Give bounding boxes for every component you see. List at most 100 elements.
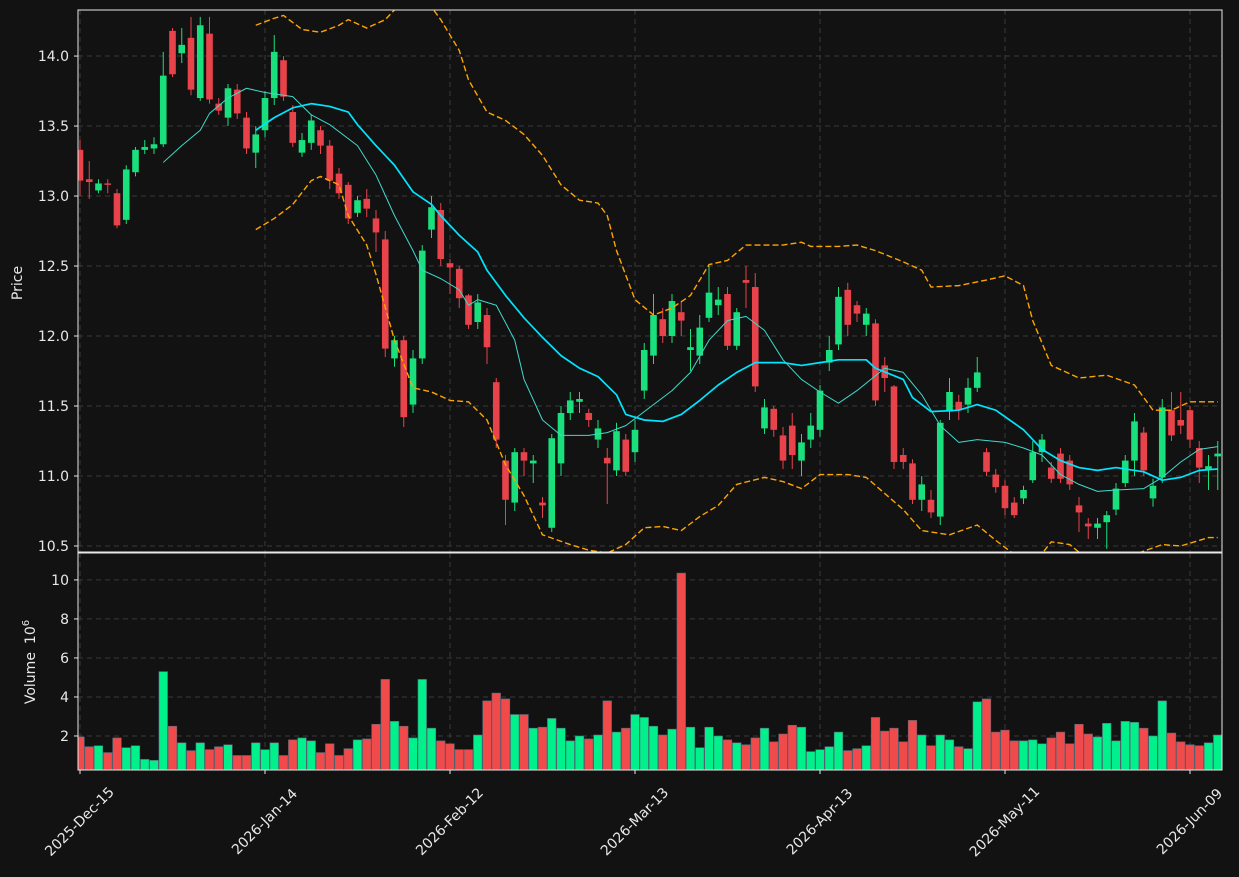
candle-body [122,169,130,220]
candle-body [280,60,287,97]
volume-bar [1037,743,1047,770]
y-tick-label: 14.0 [38,49,69,65]
candle-body [918,484,926,500]
candle-body [631,429,639,453]
candle-body [1066,460,1074,485]
candle-body [751,287,759,387]
volume-bar [907,720,918,770]
volume-bar [269,742,279,770]
candle-body [465,295,472,325]
volume-bar [741,744,751,770]
candle-body [613,431,620,471]
candle-body [1149,485,1157,499]
candle-body [853,305,861,314]
volume-bar [223,744,233,770]
volume-bar [981,698,992,770]
volume-bar [1148,735,1158,770]
price-layer [78,10,1222,552]
volume-bar [1185,744,1195,770]
candle-body [1186,410,1194,440]
volume-bar [547,718,557,770]
candle-body [1121,460,1129,483]
candle-body [409,358,417,405]
volume-bar [334,755,344,770]
volume-layer [78,572,1222,770]
candle-body [446,263,454,268]
volume-bar [1176,741,1186,770]
line-series [162,87,1218,492]
volume-bar [1120,721,1130,770]
volume-bar [1000,729,1010,770]
candle-body [261,98,269,131]
candle-body [714,299,722,306]
y-tick-label: 10.5 [38,539,69,555]
volume-bar [593,734,603,770]
candle-body [335,173,343,194]
volume-bar [787,724,797,770]
volume-bar [537,726,548,770]
candle-body [150,144,158,149]
candle-body [955,401,963,411]
volume-bar [833,731,844,770]
volume-bar [713,735,723,770]
volume-bar [667,728,677,770]
volume-bar [1129,722,1140,770]
volume-bar [611,731,622,770]
candle-body [95,183,102,191]
candle-body [418,250,426,359]
volume-bar [630,714,640,770]
candle-body [566,400,574,414]
candle-body [1140,432,1148,471]
y-tick-label: 6 [60,651,69,667]
volume-bar [1194,745,1204,770]
candle-body [243,117,250,149]
volume-bar [473,734,483,770]
candle-body [196,25,204,99]
candle-body [687,347,694,351]
volume-bar [1111,740,1121,770]
candle-body [1001,485,1009,509]
candle-body [788,425,796,455]
candle-body [529,460,537,464]
volume-bar [843,750,853,770]
line-series [255,175,1218,552]
candle-body [936,422,944,517]
volume-bar [408,737,418,770]
volume-bar [315,752,326,770]
candle-body [946,392,953,412]
volume-axis-label-text: Volume [23,652,39,704]
volume-bar [685,726,696,770]
volume-bar [482,700,492,770]
volume-bar [815,749,825,770]
volume-bar [639,717,649,770]
volume-bar [260,749,270,770]
y-tick-label: 4 [60,690,69,706]
candle-body [603,457,611,464]
grid-layer [78,10,1222,770]
candle-body [289,112,297,143]
volume-bar [1203,742,1214,770]
candle-body [428,207,435,230]
candle-body [779,435,787,461]
candle-body [585,413,593,420]
candle-body [992,474,1000,488]
candle-body [307,120,315,143]
volume-bar [380,679,390,770]
candle-body [724,294,731,346]
volume-bar [1009,740,1019,770]
candle-body [391,340,398,359]
volume-bar [1074,723,1084,770]
candle-body [983,452,990,472]
volume-bar [704,726,714,770]
volume-bar [695,747,705,770]
y-tick-label: 12.5 [38,259,69,275]
volume-bar [84,746,94,770]
volume-bar [103,752,113,770]
volume-bar [991,731,1001,770]
candle-body [502,460,509,500]
candle-body [1029,452,1037,481]
volume-bar [917,734,927,770]
candle-body [178,44,186,54]
volume-bar [177,742,187,770]
